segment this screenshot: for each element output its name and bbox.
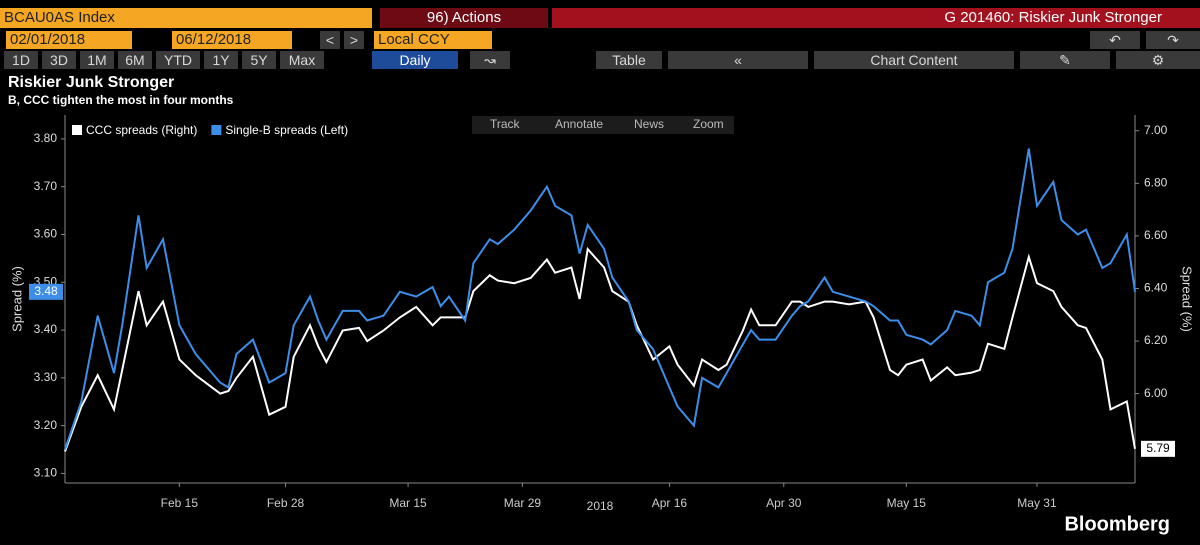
y-axis-title: Spread (%) — [9, 266, 24, 332]
y2-tick-label: 7.00 — [1144, 123, 1168, 137]
series-line — [64, 246, 1136, 452]
period-button[interactable]: YTD — [156, 51, 200, 69]
tool-button[interactable]: Annotate — [555, 117, 603, 131]
legend-swatch — [72, 125, 82, 135]
x-tick-label: Mar 15 — [389, 496, 427, 510]
y-tick-label: 3.70 — [34, 179, 58, 193]
y-tick-label: 3.30 — [34, 370, 58, 384]
tool-button[interactable]: News — [634, 117, 664, 131]
cut-bar — [0, 0, 1200, 7]
chart: Riskier Junk Stronger B, CCC tighten the… — [8, 74, 1195, 535]
x-tick-label: Apr 16 — [652, 496, 688, 510]
period-button[interactable]: 1Y — [204, 51, 238, 69]
y2-axis-title: Spread (%) — [1180, 266, 1195, 332]
x-tick-label: Feb 28 — [267, 496, 305, 510]
page-title: G 201460: Riskier Junk Stronger — [552, 8, 1200, 28]
next-button[interactable]: > — [344, 31, 364, 49]
ticker[interactable]: BCAU0AS Index — [0, 8, 372, 28]
last-value-tag — [1141, 440, 1175, 457]
frequency[interactable]: Daily — [372, 51, 458, 69]
y2-tick-label: 6.20 — [1144, 333, 1168, 347]
chart-content[interactable]: Chart Content — [814, 51, 1014, 69]
y-tick-label: 3.40 — [34, 322, 58, 336]
y-tick-label: 3.60 — [34, 227, 58, 241]
period-button[interactable]: Max — [280, 51, 324, 69]
x-axis-title: 2018 — [587, 499, 614, 513]
y-tick-label: 3.80 — [34, 131, 58, 145]
period-button[interactable]: 1D — [4, 51, 38, 69]
x-tick-label: Apr 30 — [766, 496, 802, 510]
legend-swatch — [211, 125, 222, 135]
chart-subtitle: B, CCC tighten the most in four months — [8, 93, 234, 107]
table-button[interactable]: Table — [596, 51, 662, 69]
period-button[interactable]: 3D — [42, 51, 76, 69]
period-button[interactable]: 5Y — [242, 51, 276, 69]
chart-title: Riskier Junk Stronger — [8, 74, 174, 91]
redo-button[interactable]: ↷ — [1146, 31, 1200, 49]
x-tick-label: Mar 29 — [504, 496, 542, 510]
collapse-button[interactable]: « — [668, 51, 808, 69]
end-date[interactable]: 06/12/2018 — [172, 31, 292, 49]
settings-button[interactable]: ⚙ — [1116, 51, 1200, 69]
x-tick-label: May 31 — [1017, 496, 1057, 510]
legend-label: CCC spreads (Right) — [86, 123, 197, 137]
undo-button[interactable]: ↶ — [1090, 31, 1140, 49]
x-tick-label: May 15 — [887, 496, 927, 510]
chart-toolbar — [472, 116, 734, 134]
edit-button[interactable]: ✎ — [1020, 51, 1110, 69]
y2-tick-label: 6.00 — [1144, 386, 1168, 400]
tool-button[interactable]: Track — [490, 117, 521, 131]
last-value-label: 5.79 — [1146, 441, 1170, 455]
actions[interactable]: 96) Actions — [380, 8, 548, 28]
tool-button[interactable]: Zoom — [693, 117, 724, 131]
start-date[interactable]: 02/01/2018 — [6, 31, 132, 49]
y-tick-label: 3.10 — [34, 466, 58, 480]
last-value-label: 3.48 — [34, 284, 58, 298]
series-line — [64, 148, 1136, 450]
y2-tick-label: 6.80 — [1144, 176, 1168, 190]
period-button[interactable]: 6M — [118, 51, 152, 69]
y2-tick-label: 6.60 — [1144, 228, 1168, 242]
y-tick-label: 3.20 — [34, 418, 58, 432]
period-button[interactable]: 1M — [80, 51, 114, 69]
prev-button[interactable]: < — [320, 31, 340, 49]
last-value-tag — [29, 283, 63, 300]
brand: Bloomberg — [1064, 513, 1170, 535]
chart-type-button[interactable]: ↝ — [470, 51, 510, 69]
x-tick-label: Feb 15 — [161, 496, 199, 510]
currency[interactable]: Local CCY — [374, 31, 492, 49]
legend-label: Single-B spreads (Left) — [225, 123, 348, 137]
y2-tick-label: 6.40 — [1144, 281, 1168, 295]
